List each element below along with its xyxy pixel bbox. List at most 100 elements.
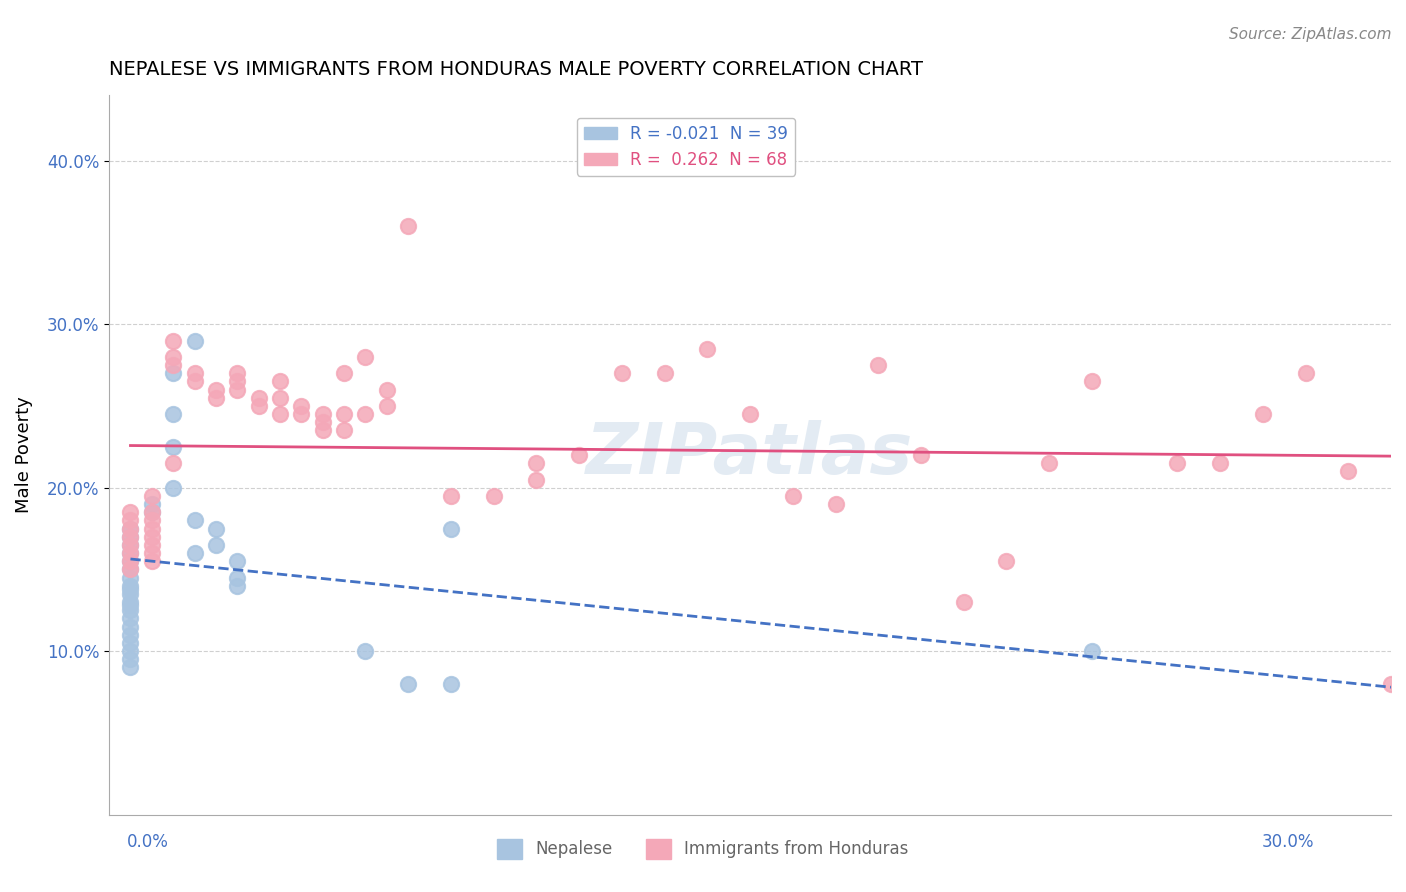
Point [141, 554, 163, 568]
Point [205, 383, 228, 397]
Point [226, 554, 249, 568]
Point [312, 424, 335, 438]
Point [120, 636, 142, 650]
Point [120, 611, 142, 625]
Point [120, 546, 142, 560]
Point [120, 522, 142, 536]
Point [120, 538, 142, 552]
Point [120, 546, 142, 560]
Point [141, 530, 163, 544]
Point [120, 595, 142, 609]
Point [120, 562, 142, 576]
Point [290, 399, 312, 413]
Point [396, 219, 419, 234]
Point [226, 366, 249, 380]
Point [269, 375, 291, 389]
Point [333, 424, 356, 438]
Point [141, 538, 163, 552]
Point [526, 473, 548, 487]
Point [120, 522, 142, 536]
Point [375, 399, 398, 413]
Point [824, 497, 846, 511]
Legend: R = -0.021  N = 39, R =  0.262  N = 68: R = -0.021 N = 39, R = 0.262 N = 68 [576, 118, 794, 176]
Point [1166, 456, 1188, 470]
Y-axis label: Male Poverty: Male Poverty [15, 397, 32, 514]
Point [205, 538, 228, 552]
Point [1081, 375, 1104, 389]
Point [312, 415, 335, 429]
Point [120, 660, 142, 674]
Point [910, 448, 932, 462]
Point [440, 522, 463, 536]
Point [120, 619, 142, 633]
Point [162, 481, 184, 495]
Point [610, 366, 633, 380]
Point [162, 407, 184, 421]
Text: 30.0%: 30.0% [1263, 833, 1315, 851]
Point [120, 554, 142, 568]
Point [141, 546, 163, 560]
Text: NEPALESE VS IMMIGRANTS FROM HONDURAS MALE POVERTY CORRELATION CHART: NEPALESE VS IMMIGRANTS FROM HONDURAS MAL… [110, 60, 924, 78]
Point [120, 599, 142, 613]
Point [312, 407, 335, 421]
Point [396, 677, 419, 691]
Point [120, 554, 142, 568]
Point [205, 391, 228, 405]
Point [162, 456, 184, 470]
Point [1379, 677, 1402, 691]
Point [162, 366, 184, 380]
Point [654, 366, 676, 380]
Point [226, 383, 249, 397]
Text: 0.0%: 0.0% [127, 833, 169, 851]
Text: ZIPatlas: ZIPatlas [586, 420, 914, 490]
Legend: Nepalese, Immigrants from Honduras: Nepalese, Immigrants from Honduras [491, 832, 915, 866]
Point [1251, 407, 1274, 421]
Point [1209, 456, 1232, 470]
Point [1295, 366, 1317, 380]
Point [375, 383, 398, 397]
Point [354, 644, 377, 658]
Point [120, 652, 142, 666]
Point [120, 530, 142, 544]
Point [205, 522, 228, 536]
Point [162, 358, 184, 372]
Point [162, 334, 184, 348]
Point [120, 582, 142, 596]
Point [952, 595, 974, 609]
Point [568, 448, 591, 462]
Point [226, 375, 249, 389]
Text: Source: ZipAtlas.com: Source: ZipAtlas.com [1229, 27, 1392, 42]
Point [526, 456, 548, 470]
Point [269, 391, 291, 405]
Point [440, 489, 463, 503]
Point [1038, 456, 1060, 470]
Point [141, 513, 163, 527]
Point [120, 571, 142, 585]
Point [120, 603, 142, 617]
Point [183, 375, 205, 389]
Point [183, 334, 205, 348]
Point [696, 342, 718, 356]
Point [440, 677, 463, 691]
Point [120, 644, 142, 658]
Point [247, 391, 270, 405]
Point [162, 440, 184, 454]
Point [354, 407, 377, 421]
Point [120, 505, 142, 519]
Point [269, 407, 291, 421]
Point [333, 407, 356, 421]
Point [183, 366, 205, 380]
Point [141, 489, 163, 503]
Point [120, 538, 142, 552]
Point [120, 628, 142, 642]
Point [868, 358, 890, 372]
Point [120, 587, 142, 601]
Point [141, 505, 163, 519]
Point [782, 489, 804, 503]
Point [120, 513, 142, 527]
Point [226, 579, 249, 593]
Point [1081, 644, 1104, 658]
Point [183, 513, 205, 527]
Point [162, 350, 184, 364]
Point [120, 530, 142, 544]
